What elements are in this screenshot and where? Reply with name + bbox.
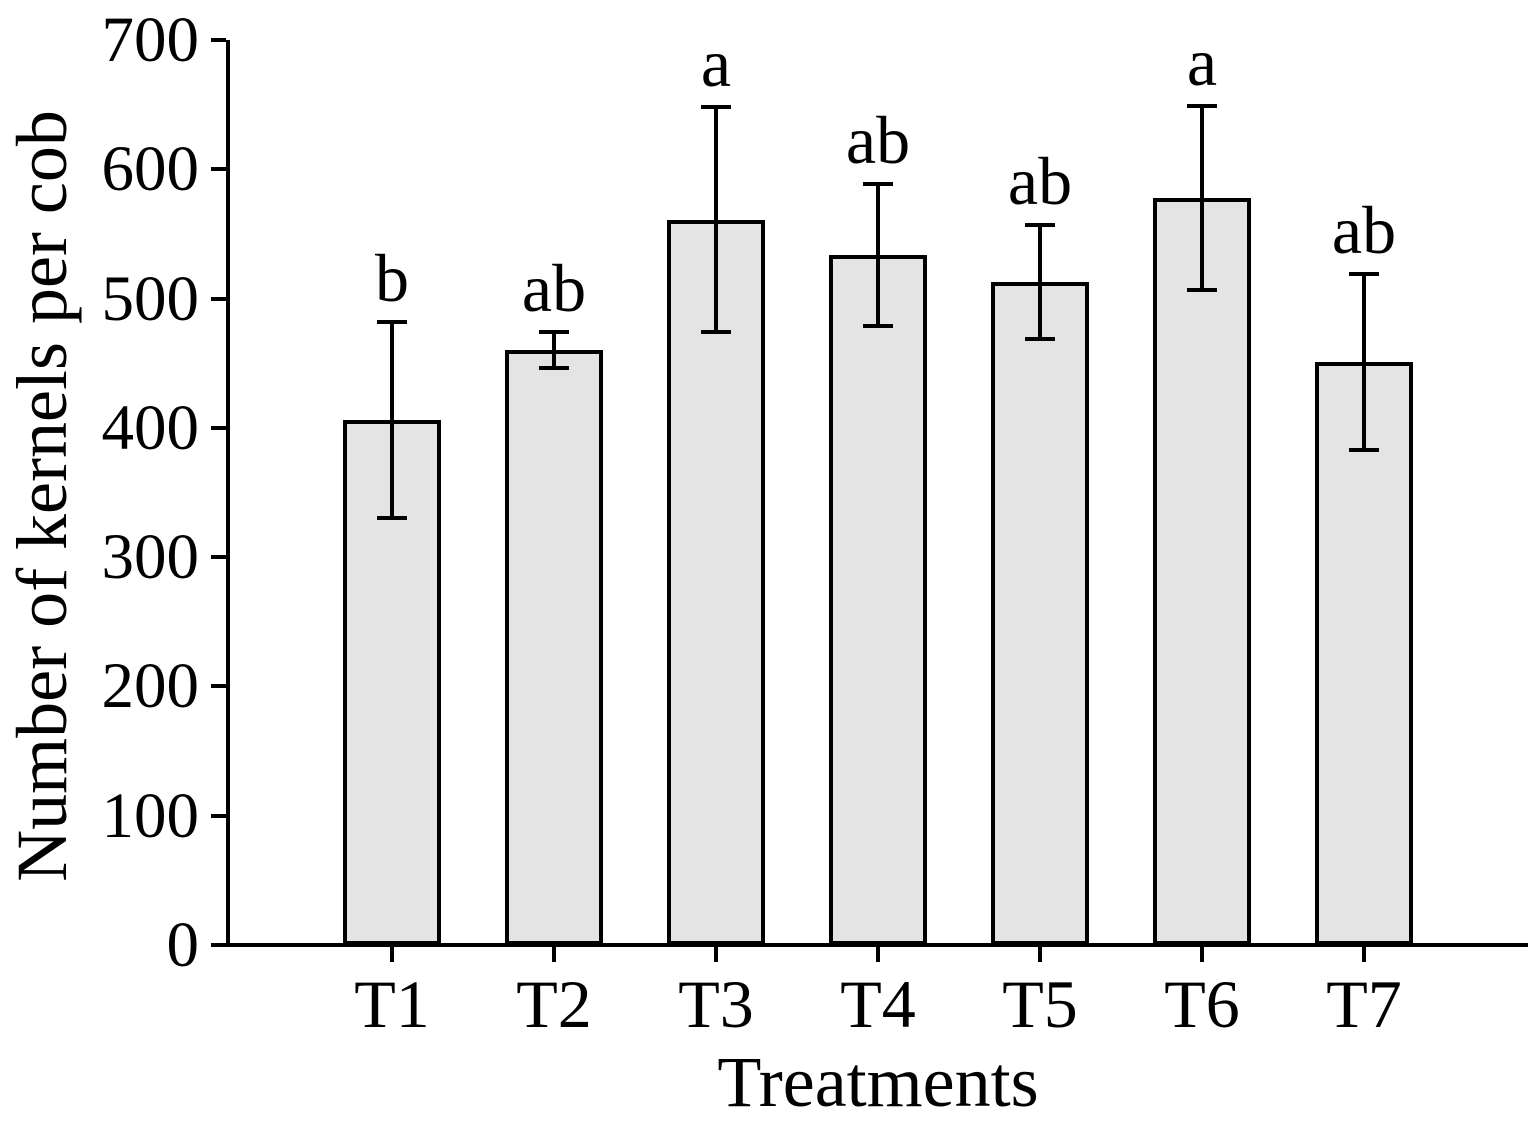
error-bar-line — [714, 107, 718, 333]
y-tick-mark — [211, 167, 226, 172]
y-tick-mark — [211, 425, 226, 430]
x-tick-label-T6: T6 — [1164, 966, 1240, 1042]
y-axis-line — [226, 40, 230, 947]
y-tick-label: 100 — [101, 779, 200, 852]
error-bar-cap — [701, 330, 731, 335]
y-tick-label: 500 — [101, 262, 200, 335]
y-tick-label: 400 — [101, 391, 200, 464]
x-tick-mark — [552, 947, 556, 962]
error-bar-line — [552, 332, 556, 369]
bar-T5 — [991, 281, 1089, 945]
error-bar-cap — [1187, 287, 1217, 292]
y-tick-mark — [211, 555, 226, 560]
y-tick-label: 300 — [101, 521, 200, 594]
x-tick-label-T3: T3 — [678, 966, 754, 1042]
error-bar-line — [1200, 105, 1204, 290]
x-tick-label-T7: T7 — [1326, 966, 1402, 1042]
error-bar-line — [876, 183, 880, 326]
error-bar-cap — [539, 330, 569, 335]
x-tick-mark — [714, 947, 718, 962]
error-bar-cap — [1187, 103, 1217, 108]
x-axis-line — [226, 943, 1528, 947]
significance-letter: ab — [521, 250, 587, 327]
significance-letter: a — [700, 25, 732, 102]
y-tick-mark — [211, 684, 226, 689]
x-axis-title: Treatments — [717, 1042, 1039, 1122]
error-bar-cap — [863, 181, 893, 186]
x-tick-mark — [1362, 947, 1366, 962]
x-tick-mark — [1038, 947, 1042, 962]
x-tick-mark — [876, 947, 880, 962]
y-tick-mark — [211, 813, 226, 818]
error-bar-cap — [539, 366, 569, 371]
error-bar-cap — [1349, 447, 1379, 452]
significance-letter: ab — [845, 101, 911, 178]
x-tick-mark — [390, 947, 394, 962]
x-tick-label-T4: T4 — [840, 966, 916, 1042]
bar-T4 — [829, 254, 927, 945]
y-tick-mark — [211, 296, 226, 301]
y-tick-label: 0 — [166, 909, 200, 981]
bar-T6 — [1153, 197, 1251, 945]
x-tick-label-T2: T2 — [516, 966, 592, 1042]
bar-T2 — [505, 350, 603, 945]
x-tick-label-T5: T5 — [1002, 966, 1078, 1042]
error-bar-cap — [863, 323, 893, 328]
y-tick-label: 700 — [101, 4, 200, 76]
y-tick-label: 200 — [101, 650, 200, 723]
bar-T7 — [1315, 361, 1413, 945]
significance-letter: b — [375, 239, 409, 316]
error-bar-cap — [1349, 272, 1379, 276]
significance-letter: ab — [1331, 192, 1397, 268]
error-bar-line — [1038, 224, 1042, 339]
y-tick-mark — [211, 943, 226, 947]
bar-T3 — [667, 219, 765, 945]
significance-letter: a — [1186, 23, 1218, 100]
significance-letter: ab — [1007, 142, 1073, 219]
x-tick-label-T1: T1 — [354, 966, 430, 1042]
error-bar-cap — [377, 516, 407, 521]
y-tick-mark — [211, 38, 226, 42]
error-bar-cap — [377, 319, 407, 324]
error-bar-line — [1362, 274, 1366, 450]
error-bar-cap — [1025, 336, 1055, 341]
error-bar-cap — [1025, 222, 1055, 227]
error-bar-cap — [701, 105, 731, 110]
error-bar-line — [390, 321, 394, 519]
y-tick-label: 600 — [101, 133, 200, 206]
x-tick-mark — [1200, 947, 1204, 962]
